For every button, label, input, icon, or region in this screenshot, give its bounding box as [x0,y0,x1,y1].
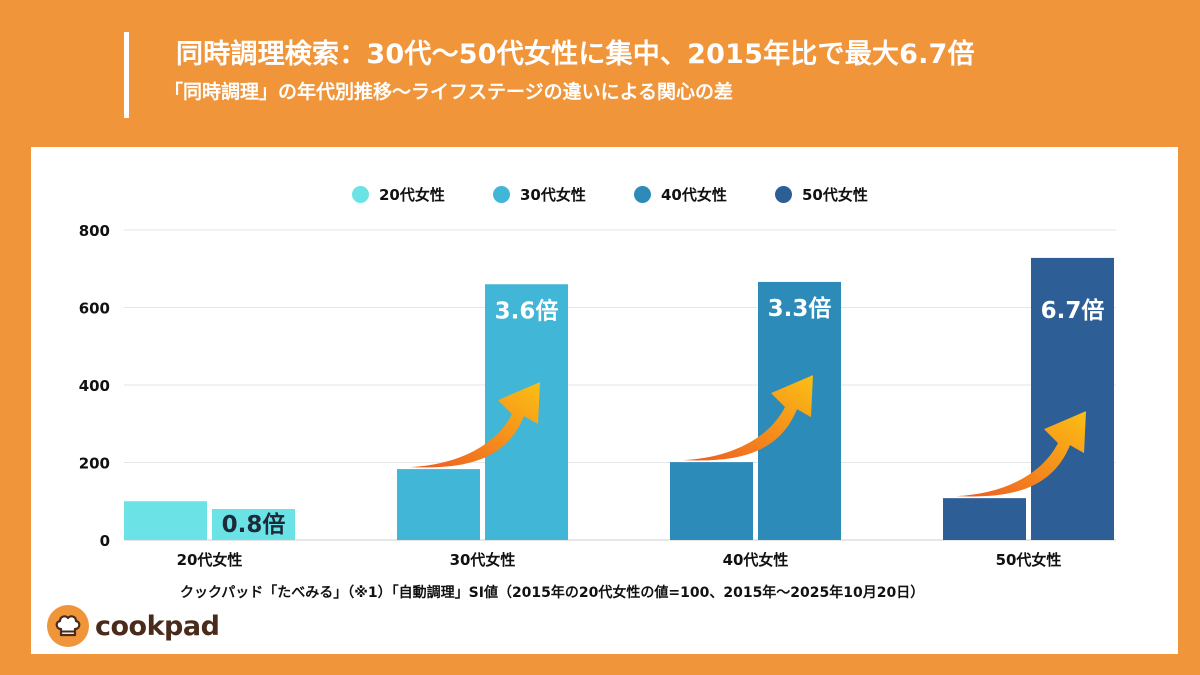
legend-item-40s: 40代女性 [634,184,727,205]
y-tick-label: 200 [79,455,110,473]
x-tick-label: 40代女性 [723,551,789,569]
legend-item-20s: 20代女性 [352,184,445,205]
bar-2015-20s [124,501,207,540]
ratio-annotation: 6.7倍 [1041,297,1105,324]
bar-2025-40s [758,281,841,540]
chart-legend: 20代女性 30代女性 40代女性 50代女性 [0,184,1200,208]
y-tick-label: 0 [100,532,110,550]
legend-item-30s: 30代女性 [493,184,586,205]
legend-label: 40代女性 [661,186,727,204]
bar-2015-50s [943,498,1026,540]
x-tick-label: 50代女性 [996,551,1062,569]
y-tick-label: 400 [79,377,110,395]
ratio-annotation: 0.8倍 [222,511,286,538]
title-accent-bar [124,32,129,118]
legend-dot-30s [493,186,510,203]
chef-hat-icon [47,605,89,647]
x-tick-label: 20代女性 [177,551,243,569]
page-subtitle: 「同時調理」の年代別推移〜ライフステージの違いによる関心の差 [164,81,734,103]
x-tick-label: 30代女性 [450,551,516,569]
legend-label: 20代女性 [379,186,445,204]
legend-dot-50s [775,186,792,203]
cookpad-logo: cookpad [47,605,220,647]
ratio-annotation: 3.6倍 [495,297,559,324]
bar-2025-20s [212,509,295,540]
legend-item-50s: 50代女性 [775,184,868,205]
growth-arrow-icon [683,375,813,461]
legend-dot-40s [634,186,651,203]
bar-2015-30s [397,469,480,540]
y-tick-label: 800 [79,222,110,240]
chart-panel [31,147,1178,654]
ratio-annotation: 3.3倍 [768,295,832,322]
bar-2025-50s [1031,257,1114,540]
legend-dot-20s [352,186,369,203]
growth-arrow-icon [410,382,540,468]
bar-2015-40s [670,462,753,540]
legend-label: 30代女性 [520,186,586,204]
legend-label: 50代女性 [802,186,868,204]
data-source-note: クックパッド「たべみる」（※1）「自動調理」SI値（2015年の20代女性の値=… [180,585,925,601]
page-title: 同時調理検索：30代〜50代女性に集中、2015年比で最大6.7倍 [176,39,975,70]
logo-text: cookpad [95,610,220,642]
y-tick-label: 600 [79,300,110,318]
growth-arrow-icon [956,411,1086,497]
